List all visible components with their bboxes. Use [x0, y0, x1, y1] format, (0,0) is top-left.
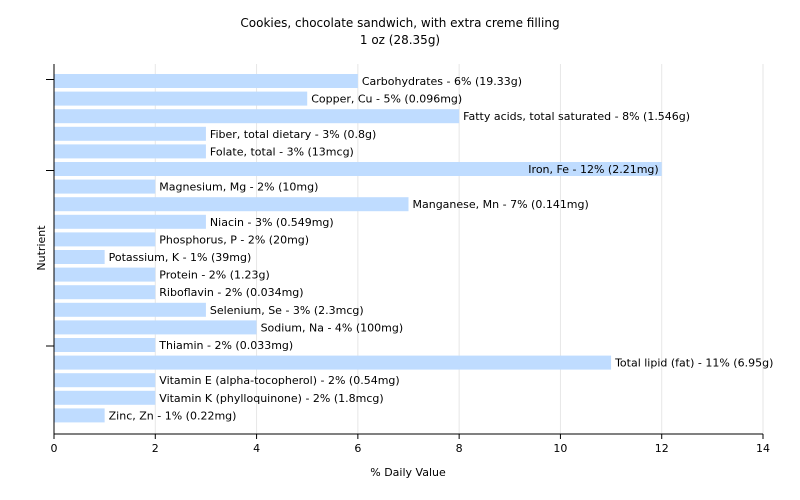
bar-13: [54, 302, 206, 317]
bar-label-3: Fiber, total dietary - 3% (0.8g): [210, 128, 376, 141]
chart-title: Cookies, chocolate sandwich, with extra …: [240, 16, 559, 30]
x-tick-label-3: 6: [354, 442, 361, 455]
x-tick-label-7: 14: [756, 442, 770, 455]
axes-group: 0 2 4 6 8 10 12 14: [46, 64, 770, 455]
bar-label-16: Total lipid (fat) - 11% (6.95g): [614, 357, 773, 370]
x-tick-label-0: 0: [51, 442, 58, 455]
bar-7: [54, 197, 409, 212]
chart-subtitle: 1 oz (28.35g): [360, 33, 440, 47]
y-axis-label: Nutrient: [35, 225, 48, 271]
x-tick-label-6: 12: [655, 442, 669, 455]
bar-3: [54, 126, 206, 141]
bar-18: [54, 390, 156, 405]
bar-11: [54, 267, 156, 282]
bar-label-8: Niacin - 3% (0.549mg): [210, 216, 334, 229]
bar-10: [54, 250, 105, 264]
bar-17: [54, 373, 156, 388]
bars-group: Carbohydrates - 6% (19.33g) Copper, Cu - …: [54, 74, 773, 423]
bar-label-19: Zinc, Zn - 1% (0.22mg): [109, 409, 237, 422]
x-tick-label-5: 10: [553, 442, 567, 455]
bar-label-0: Carbohydrates - 6% (19.33g): [362, 75, 522, 88]
bar-label-6: Magnesium, Mg - 2% (10mg): [159, 181, 318, 194]
x-axis-label: % Daily Value: [370, 466, 446, 479]
bar-label-14: Sodium, Na - 4% (100mg): [261, 321, 404, 334]
bar-label-2: Fatty acids, total saturated - 8% (1.546…: [463, 110, 690, 123]
bar-15: [54, 338, 156, 352]
bar-label-4: Folate, total - 3% (13mcg): [210, 145, 354, 158]
bar-5: [54, 162, 662, 176]
bar-label-11: Protein - 2% (1.23g): [159, 269, 270, 282]
bar-14: [54, 320, 257, 335]
bar-label-18: Vitamin K (phylloquinone) - 2% (1.8mcg): [159, 392, 383, 405]
bar-19: [54, 408, 105, 423]
bar-label-17: Vitamin E (alpha-tocopherol) - 2% (0.54m…: [159, 374, 399, 387]
x-tick-label-4: 8: [456, 442, 463, 455]
bar-label-7: Manganese, Mn - 7% (0.141mg): [413, 198, 589, 211]
bar-4: [54, 144, 206, 159]
bar-label-9: Phosphorus, P - 2% (20mg): [159, 233, 309, 246]
bar-8: [54, 214, 206, 229]
bar-label-1: Copper, Cu - 5% (0.096mg): [311, 93, 462, 106]
bar-label-10: Potassium, K - 1% (39mg): [109, 251, 252, 264]
bar-2: [54, 109, 460, 124]
bar-label-13: Selenium, Se - 3% (2.3mcg): [210, 304, 364, 317]
bar-label-5: Iron, Fe - 12% (2.21mg): [528, 163, 658, 176]
bar-12: [54, 285, 156, 300]
bar-6: [54, 179, 156, 194]
x-tick-label-2: 4: [253, 442, 260, 455]
x-tick-label-1: 2: [152, 442, 159, 455]
bar-label-12: Riboflavin - 2% (0.034mg): [159, 286, 303, 299]
bar-0: [54, 74, 358, 88]
bar-16: [54, 355, 612, 370]
bar-9: [54, 232, 156, 247]
grid-lines: [154, 64, 764, 434]
bar-label-15: Thiamin - 2% (0.033mg): [158, 339, 293, 352]
bar-1: [54, 91, 308, 106]
